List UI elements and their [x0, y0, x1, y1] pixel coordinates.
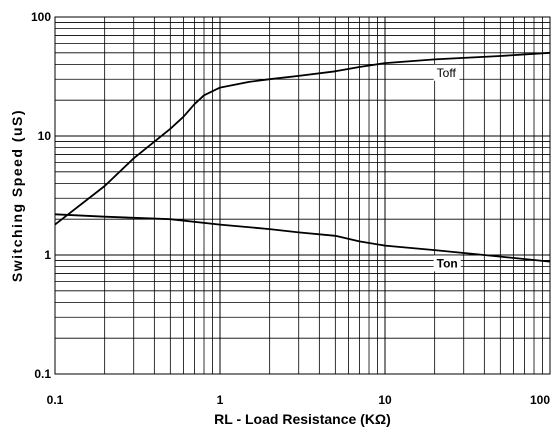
x-axis-title: RL - Load Resistance (KΩ): [214, 411, 391, 427]
y-tick-label: 0.1: [34, 367, 51, 381]
y-axis-title: Switching Speed (uS): [9, 109, 25, 282]
annotation-layer: Toff Ton: [433, 64, 461, 272]
series-layer: [54, 51, 551, 263]
tick-labels: 0.1 1 10 100 100 10 1 0.1: [31, 10, 550, 407]
x-tick-label: 100: [530, 393, 550, 407]
x-tick-label: 0.1: [47, 393, 64, 407]
series-line-toff: [54, 51, 551, 226]
series-label-background: [433, 64, 460, 81]
series-line-ton: [54, 213, 551, 263]
plot-frame: [54, 16, 551, 375]
x-tick-label: 1: [217, 393, 224, 407]
y-tick-label: 10: [38, 129, 52, 143]
grid-lines: [54, 17, 550, 375]
series-label-toff: Toff: [437, 66, 457, 80]
y-tick-label: 100: [31, 10, 51, 24]
series-label-background: [433, 255, 461, 272]
y-tick-label: 1: [44, 248, 51, 262]
series-label-ton: Ton: [437, 256, 458, 270]
x-tick-label: 10: [378, 393, 392, 407]
